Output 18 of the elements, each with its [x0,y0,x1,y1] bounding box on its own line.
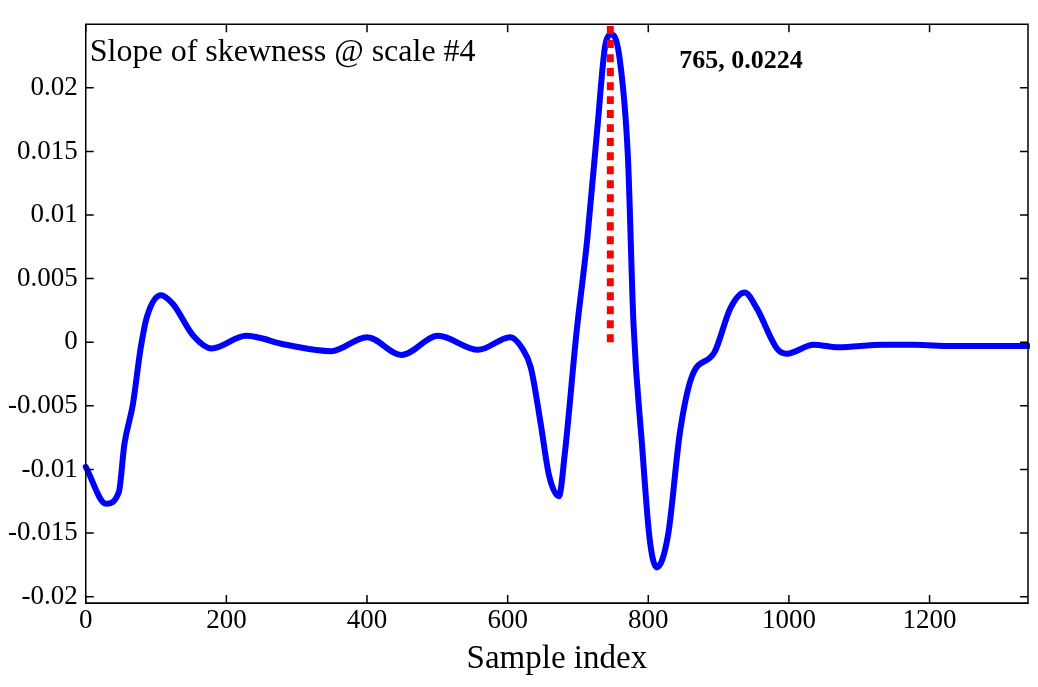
y-tick-label: -0.02 [21,579,78,610]
y-tick-label: -0.015 [7,516,78,547]
y-tick-label: 0 [64,325,78,356]
y-tick-label: -0.005 [7,388,78,419]
x-tick-label: 1000 [761,604,816,635]
chart-title: Slope of skewness @ scale #4 [89,31,476,68]
x-tick-label: 400 [346,604,388,635]
y-tick-label: -0.01 [21,452,78,483]
x-tick-label: 600 [487,604,528,635]
y-tick-label: 0.01 [30,198,78,229]
y-tick-label: 0.02 [30,70,78,101]
y-tick-label: 0.015 [16,134,78,165]
annotation: 765, 0.0224 [679,44,803,74]
y-tick-label: 0.005 [16,261,78,292]
x-tick-label: 200 [206,604,247,635]
x-axis-title: Sample index [466,638,648,675]
x-tick-label: 800 [628,604,669,635]
x-tick-label: 1200 [902,604,957,635]
